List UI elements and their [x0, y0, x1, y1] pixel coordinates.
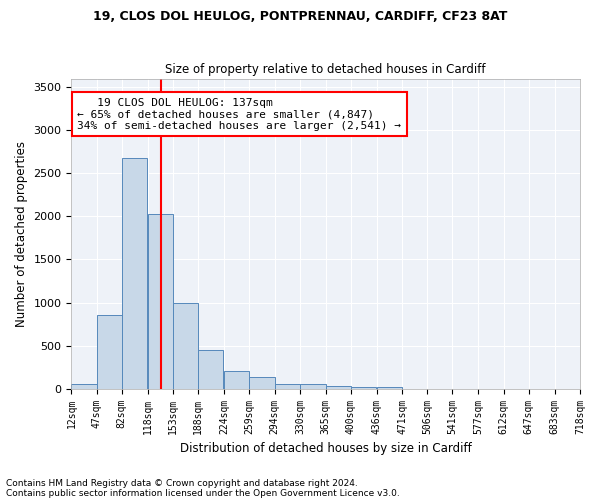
Y-axis label: Number of detached properties: Number of detached properties: [15, 140, 28, 326]
Bar: [148, 214, 173, 388]
Text: 19 CLOS DOL HEULOG: 137sqm
← 65% of detached houses are smaller (4,847)
34% of s: 19 CLOS DOL HEULOG: 137sqm ← 65% of deta…: [77, 98, 401, 130]
Bar: [351, 387, 376, 388]
Text: Contains public sector information licensed under the Open Government Licence v3: Contains public sector information licen…: [6, 488, 400, 498]
Text: Contains HM Land Registry data © Crown copyright and database right 2024.: Contains HM Land Registry data © Crown c…: [6, 478, 358, 488]
Bar: [301, 384, 326, 388]
Bar: [326, 386, 351, 388]
Bar: [122, 158, 147, 388]
Bar: [198, 350, 223, 389]
Text: 19, CLOS DOL HEULOG, PONTPRENNAU, CARDIFF, CF23 8AT: 19, CLOS DOL HEULOG, PONTPRENNAU, CARDIF…: [93, 10, 507, 23]
X-axis label: Distribution of detached houses by size in Cardiff: Distribution of detached houses by size …: [180, 442, 472, 455]
Bar: [71, 384, 97, 388]
Bar: [275, 384, 300, 388]
Title: Size of property relative to detached houses in Cardiff: Size of property relative to detached ho…: [166, 63, 486, 76]
Bar: [97, 316, 122, 388]
Bar: [250, 378, 275, 388]
Bar: [173, 304, 198, 388]
Bar: [224, 372, 250, 388]
